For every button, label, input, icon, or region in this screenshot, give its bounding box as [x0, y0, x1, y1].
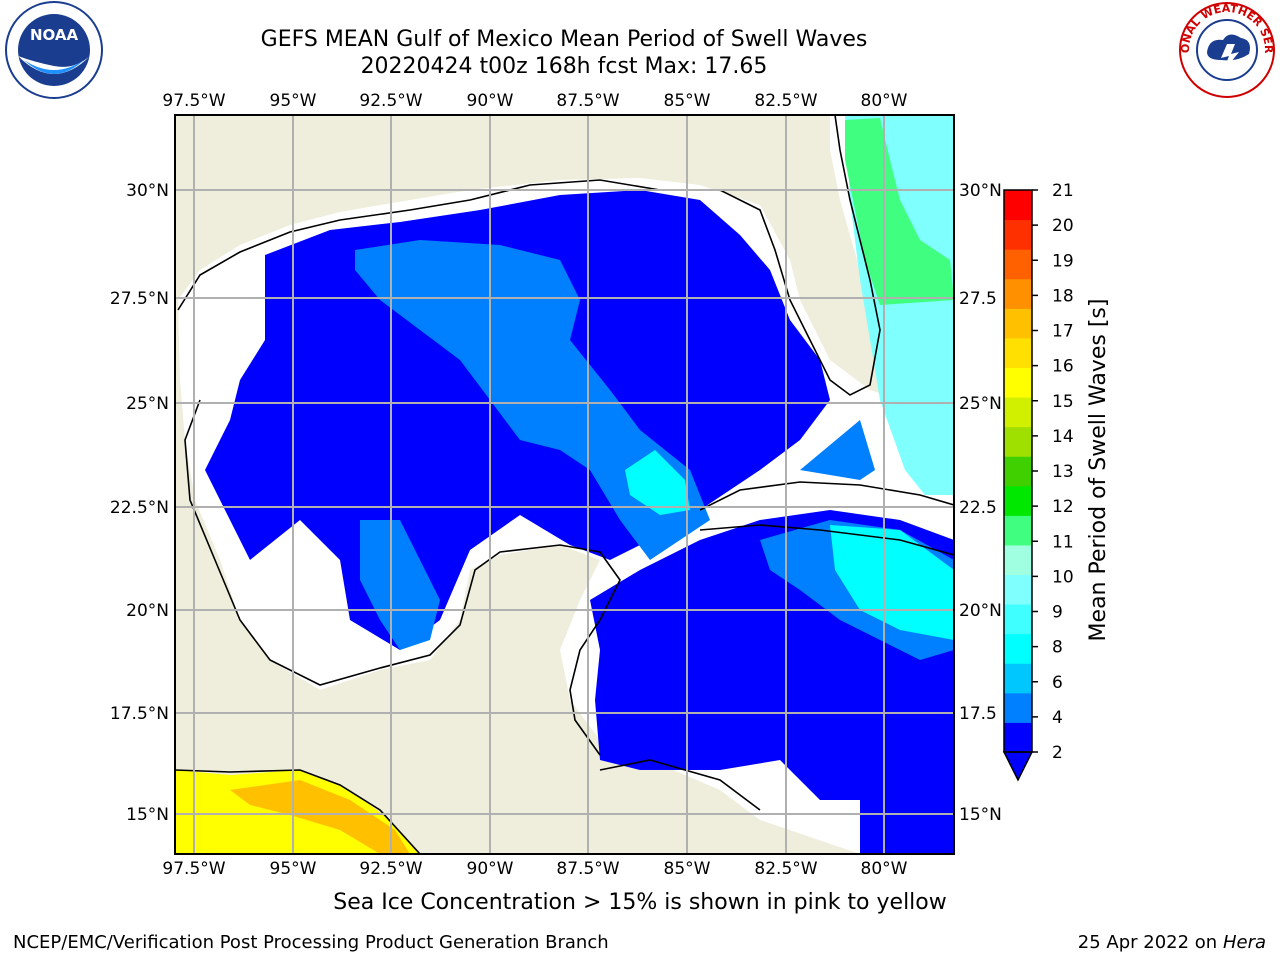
colorbar-swatch — [1004, 190, 1032, 221]
lat-tick-right: 22.5 — [959, 498, 997, 518]
lon-tick-top: 90°W — [467, 91, 514, 111]
colorbar-extend — [1002, 751, 1034, 782]
lat-tick-right: 17.5 — [959, 704, 997, 724]
colorbar-swatch — [1004, 337, 1032, 368]
credit-right: 25 Apr 2022 on Hera — [1078, 932, 1266, 953]
credit-left: NCEP/EMC/Verification Post Processing Pr… — [13, 932, 609, 953]
lon-tick-bottom: 85°W — [664, 859, 711, 879]
gridlines — [175, 115, 954, 854]
colorbar-swatch — [1004, 663, 1032, 694]
noaa-logo-icon: NOAA — [5, 1, 103, 99]
colorbar-tick: 12 — [1052, 497, 1074, 517]
lon-tick-top: 85°W — [664, 91, 711, 111]
chart-title: GEFS MEAN Gulf of Mexico Mean Period of … — [260, 27, 868, 52]
colorbar-swatch — [1004, 485, 1032, 516]
atlantic-swell-green — [845, 118, 954, 305]
colorbar-tick: 16 — [1052, 357, 1074, 377]
colorbar-swatch — [1004, 426, 1032, 457]
credit-date: 25 Apr 2022 on — [1077, 932, 1223, 953]
colorbar-tick: 18 — [1052, 286, 1074, 306]
lon-tick-bottom: 95°W — [270, 859, 317, 879]
colorbar-swatch — [1004, 278, 1032, 309]
colorbar-tick: 9 — [1052, 603, 1063, 623]
lon-tick-top: 80°W — [861, 91, 908, 111]
lon-tick-top: 87.5°W — [556, 91, 619, 111]
caribbean-swell-6-8s — [830, 525, 954, 640]
lon-tick-bottom: 80°W — [861, 859, 908, 879]
pacific-swell-16-17s — [230, 780, 410, 854]
lon-tick-bottom: 90°W — [467, 859, 514, 879]
nws-logo-icon: NATIONAL WEATHER SERVICE — [1176, 0, 1275, 98]
chart-subtitle: 20220424 t00z 168h fcst Max: 17.65 — [360, 54, 768, 79]
noaa-logo-text: NOAA — [30, 26, 79, 44]
colorbar-swatch — [1004, 397, 1032, 428]
colorbar-tick: 4 — [1052, 708, 1063, 728]
colorbar-swatch — [1004, 574, 1032, 605]
lat-tick-right: 27.5 — [959, 289, 997, 309]
colorbar-tick: 6 — [1052, 673, 1063, 693]
lon-tick-bottom: 87.5°W — [556, 859, 619, 879]
lat-tick-left: 30°N — [126, 181, 169, 201]
colorbar-swatch — [1004, 456, 1032, 487]
colorbar-swatch — [1004, 722, 1032, 753]
colorbar-tick: 20 — [1052, 216, 1074, 236]
colorbar-tick: 8 — [1052, 638, 1063, 658]
gulf-swell-4-6s-b — [360, 520, 440, 650]
colorbar-swatch — [1004, 367, 1032, 398]
lon-tick-bottom: 92.5°W — [359, 859, 422, 879]
colorbar-tick: 11 — [1052, 532, 1074, 552]
lon-tick-top: 82.5°W — [754, 91, 817, 111]
colorbar-tick: 17 — [1052, 322, 1074, 342]
lat-tick-left: 27.5°N — [110, 289, 169, 309]
lon-tick-top: 95°W — [270, 91, 317, 111]
colorbar-tick: 14 — [1052, 427, 1074, 447]
lat-tick-left: 22.5°N — [110, 498, 169, 518]
lat-tick-left: 25°N — [126, 394, 169, 414]
lon-tick-top: 92.5°W — [359, 91, 422, 111]
colorbar-swatch — [1004, 249, 1032, 280]
lon-tick-bottom: 82.5°W — [754, 859, 817, 879]
colorbar-swatch — [1004, 633, 1032, 664]
lon-tick-bottom: 97.5°W — [162, 859, 225, 879]
colorbar-swatch — [1004, 604, 1032, 635]
colorbar-tick: 21 — [1052, 181, 1074, 201]
colorbar-swatch — [1004, 544, 1032, 576]
colorbar-swatch — [1004, 692, 1032, 723]
lat-tick-left: 20°N — [126, 601, 169, 621]
sea-ice-caption: Sea Ice Concentration > 15% is shown in … — [333, 890, 947, 915]
colorbar-tick: 15 — [1052, 392, 1074, 412]
lat-tick-left: 15°N — [126, 805, 169, 825]
colorbar-tick: 2 — [1052, 743, 1063, 763]
colorbar-swatch — [1004, 308, 1032, 339]
atlantic-swell-blue — [800, 420, 875, 480]
colorbar-swatch — [1004, 515, 1032, 546]
lat-tick-right: 25°N — [959, 394, 1002, 414]
colorbar-tick: 10 — [1052, 567, 1074, 587]
colorbar-tick: 13 — [1052, 462, 1074, 482]
lat-tick-left: 17.5°N — [110, 704, 169, 724]
gulf-swell-6-8s — [625, 450, 690, 515]
colorbar: 21 20 19 18 17 16 15 14 13 12 11 10 9 8 6 4 2 — [1002, 181, 1074, 782]
lon-tick-top: 97.5°W — [162, 91, 225, 111]
lat-tick-right: 30°N — [959, 181, 1002, 201]
credit-host: Hera — [1222, 932, 1266, 953]
gulf-swell-4-6s — [355, 240, 710, 560]
colorbar-swatch — [1004, 219, 1032, 250]
lat-tick-right: 15°N — [959, 805, 1002, 825]
colorbar-tick: 19 — [1052, 251, 1074, 271]
colorbar-label: Mean Period of Swell Waves [s] — [1086, 299, 1111, 642]
map-frame — [174, 114, 955, 855]
lat-tick-right: 20°N — [959, 601, 1002, 621]
coastlines — [175, 115, 954, 854]
